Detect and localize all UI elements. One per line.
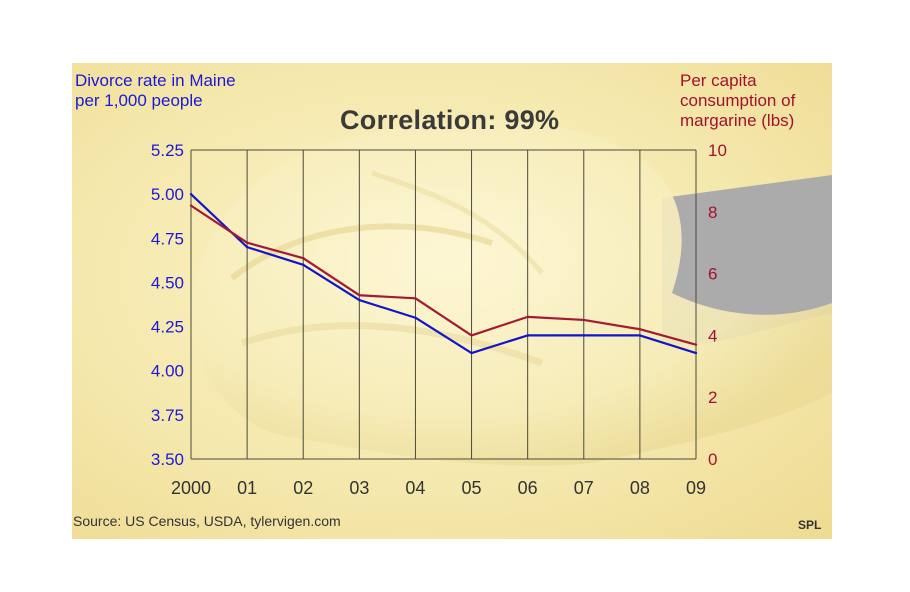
- x-tick-label-04: 04: [405, 478, 425, 498]
- margarine-point-2000: [189, 204, 193, 207]
- left-tick-label: 4.50: [151, 273, 184, 292]
- x-tick-label-07: 07: [574, 478, 594, 498]
- right-axis-title: Per capita consumption of margarine (lbs…: [680, 71, 796, 130]
- margarine-point-06: [526, 315, 529, 319]
- divorce-point-02: [302, 263, 305, 266]
- margarine-point-01: [245, 241, 249, 244]
- x-tick-label-06: 06: [518, 478, 538, 498]
- image-credit: SPL: [798, 518, 822, 532]
- margarine-point-07: [582, 318, 585, 322]
- correlation-title: Correlation: 99%: [340, 105, 560, 135]
- margarine-point-04: [414, 297, 417, 300]
- divorce-point-08: [638, 334, 642, 337]
- left-tick-label: 3.50: [151, 450, 184, 469]
- right-tick-label: 8: [708, 203, 717, 222]
- divorce-point-09: [694, 351, 698, 355]
- x-tick-label-01: 01: [237, 478, 257, 498]
- right-tick-label: 0: [708, 450, 717, 469]
- divorce-point-2000: [189, 192, 193, 196]
- margarine-point-02: [302, 256, 305, 260]
- margarine-point-09: [694, 343, 698, 346]
- left-tick-label: 5.25: [151, 141, 184, 160]
- margarine-point-08: [638, 328, 642, 331]
- left-tick-label: 4.25: [151, 318, 184, 337]
- divorce-point-06: [526, 334, 529, 337]
- divorce-point-05: [470, 351, 473, 355]
- source-note: Source: US Census, USDA, tylervigen.com: [73, 513, 341, 529]
- margarine-point-03: [358, 294, 361, 297]
- right-tick-label: 4: [708, 326, 717, 345]
- margarine-background-image: 5.255.004.754.504.254.003.753.5010864202…: [72, 63, 832, 539]
- divorce-rate-line: [190, 193, 697, 355]
- divorce-point-04: [414, 316, 417, 319]
- left-tick-label: 3.75: [151, 406, 184, 425]
- margarine-consumption-line: [190, 204, 697, 346]
- left-axis-title: Divorce rate in Maine per 1,000 people: [75, 71, 236, 110]
- x-tick-label-05: 05: [462, 478, 482, 498]
- x-tick-label-02: 02: [293, 478, 313, 498]
- divorce-point-03: [358, 298, 361, 302]
- divorce-point-01: [245, 245, 249, 249]
- x-tick-label-03: 03: [349, 478, 369, 498]
- right-tick-label: 6: [708, 265, 717, 284]
- right-tick-label: 2: [708, 388, 717, 407]
- margarine-dollop: [192, 119, 832, 466]
- left-tick-label: 5.00: [151, 185, 184, 204]
- x-tick-label-08: 08: [630, 478, 650, 498]
- x-tick-label-09: 09: [686, 478, 706, 498]
- chart-background: 5.25 5.00 4.75 4.50 4.25 4.00 3.75 3.50 10 8 6 4 2 0 2…: [72, 63, 832, 539]
- x-tick-label-2000: 2000: [171, 478, 211, 498]
- left-tick-label: 4.00: [151, 362, 184, 381]
- right-tick-label: 10: [708, 141, 727, 160]
- knife-blade: [662, 175, 832, 345]
- margarine-point-05: [470, 334, 473, 337]
- divorce-point-07: [582, 334, 585, 337]
- left-tick-label: 4.75: [151, 229, 184, 248]
